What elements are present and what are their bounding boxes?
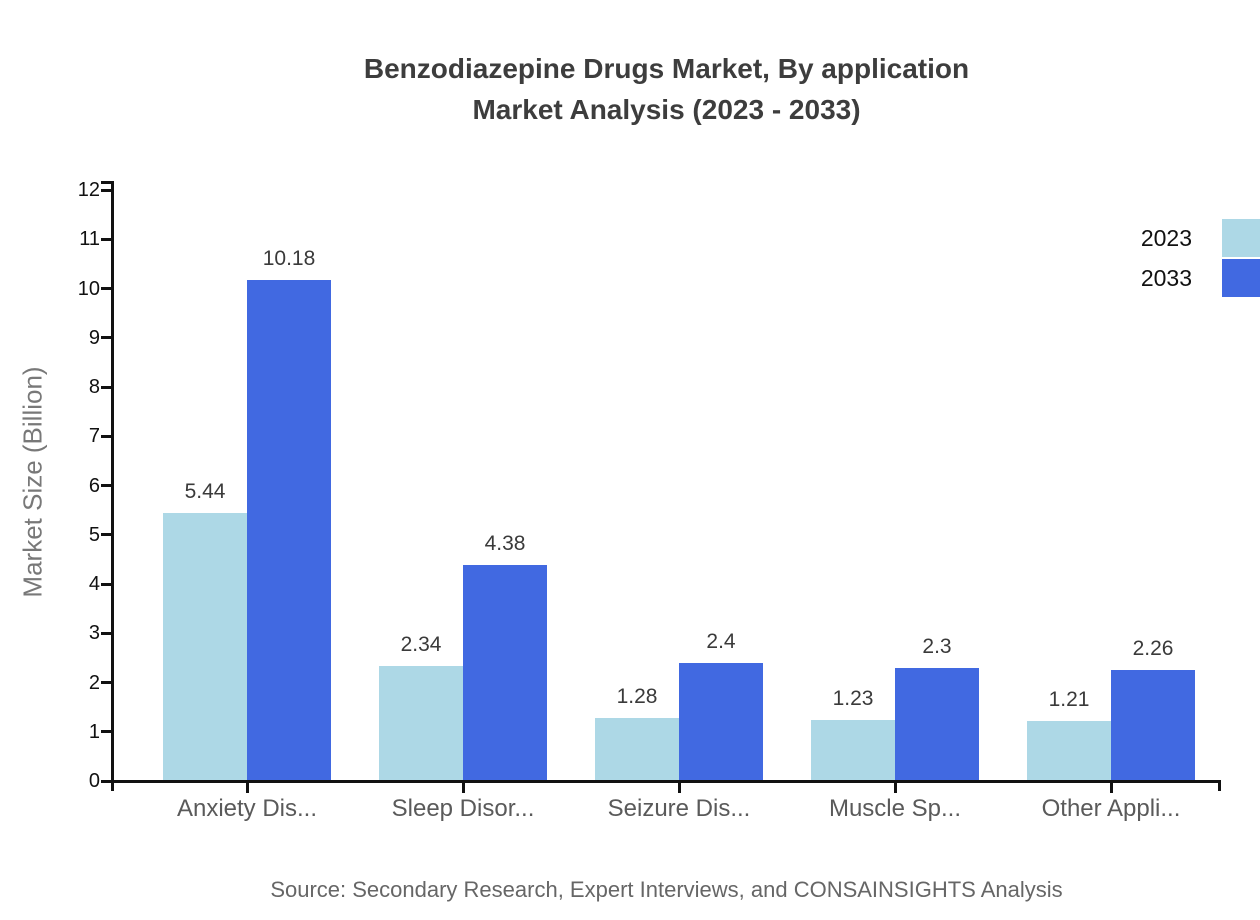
y-tick (100, 779, 111, 783)
bar-2023-0 (163, 513, 247, 781)
value-label-2033-1: 4.38 (484, 532, 526, 556)
y-tick-label: 7 (88, 425, 100, 448)
y-tick (100, 287, 111, 290)
chart-title-line2: Market Analysis (2023 - 2033) (472, 94, 861, 125)
source-text: Source: Secondary Research, Expert Inter… (270, 877, 1063, 902)
x-category-label: Sleep Disor... (391, 795, 535, 822)
value-label-2033-2: 2.4 (706, 629, 736, 653)
value-label-2023-3: 1.23 (832, 687, 874, 711)
x-category-label: Muscle Sp... (828, 795, 962, 822)
value-label-2023-0: 5.44 (184, 480, 226, 504)
y-tick-label: 4 (88, 573, 100, 595)
legend: 2023 2033 (1141, 219, 1260, 299)
y-tick (100, 484, 111, 487)
bar-2033-0 (247, 279, 331, 781)
bar-2023-1 (379, 665, 463, 781)
legend-swatch-2023 (1222, 219, 1260, 257)
y-tick-label: 2 (88, 671, 100, 694)
y-tick (100, 336, 111, 340)
bar-2033-1 (463, 565, 547, 781)
value-label-2033-3: 2.3 (922, 634, 952, 658)
y-tick-label: 0 (88, 770, 100, 792)
bar-2023-2 (595, 717, 679, 781)
value-label-2023-4: 1.21 (1048, 688, 1090, 712)
y-tick-label: 5 (88, 523, 100, 546)
x-tick (677, 782, 681, 793)
y-tick (100, 237, 111, 241)
bar-2033-3 (895, 667, 979, 781)
y-tick-label: 12 (77, 179, 100, 201)
legend-label-2023: 2023 (1140, 224, 1192, 251)
value-label-2023-1: 2.34 (400, 632, 442, 656)
y-tick (100, 533, 111, 537)
x-tick (245, 782, 249, 793)
y-tick (100, 188, 111, 192)
y-tick-label: 8 (88, 376, 100, 398)
legend-label-2033: 2033 (1140, 264, 1192, 291)
y-tick-label: 3 (88, 622, 100, 645)
chart-title-line1: Benzodiazepine Drugs Market, By applicat… (363, 53, 970, 84)
y-tick (100, 582, 111, 586)
y-tick-label: 10 (77, 277, 100, 300)
chart-title: Benzodiazepine Drugs Market, By applicat… (113, 48, 1220, 130)
x-category-label: Anxiety Dis... (176, 795, 318, 822)
y-tick-label: 11 (79, 228, 100, 251)
y-tick-label: 1 (88, 720, 100, 743)
x-tick (461, 782, 465, 793)
y-axis-spine (110, 181, 114, 791)
y-tick (100, 434, 111, 438)
legend-item-2023: 2023 (1141, 219, 1260, 257)
bar-2033-2 (679, 662, 763, 781)
y-axis-endcap (100, 181, 111, 184)
x-tick (893, 782, 897, 793)
x-category-label: Other Appli... (1041, 795, 1181, 822)
value-label-2033-0: 10.18 (262, 246, 316, 270)
value-label-2033-4: 2.26 (1132, 636, 1174, 660)
x-category-label: Seizure Dis... (607, 795, 751, 822)
legend-item-2033: 2033 (1141, 259, 1260, 297)
x-tick (1109, 782, 1113, 793)
x-axis-endcap (1218, 781, 1221, 791)
bar-2033-4 (1111, 669, 1195, 781)
legend-swatch-2033 (1222, 259, 1260, 297)
value-label-2023-2: 1.28 (616, 684, 658, 708)
y-tick (100, 385, 111, 389)
y-tick-label: 6 (88, 474, 100, 497)
y-tick (100, 631, 111, 635)
bar-2023-3 (811, 720, 895, 781)
x-axis-spine (110, 779, 1221, 783)
bar-2023-4 (1027, 721, 1111, 781)
y-tick (100, 681, 111, 684)
y-tick (100, 730, 111, 734)
y-tick-label: 9 (88, 326, 100, 349)
